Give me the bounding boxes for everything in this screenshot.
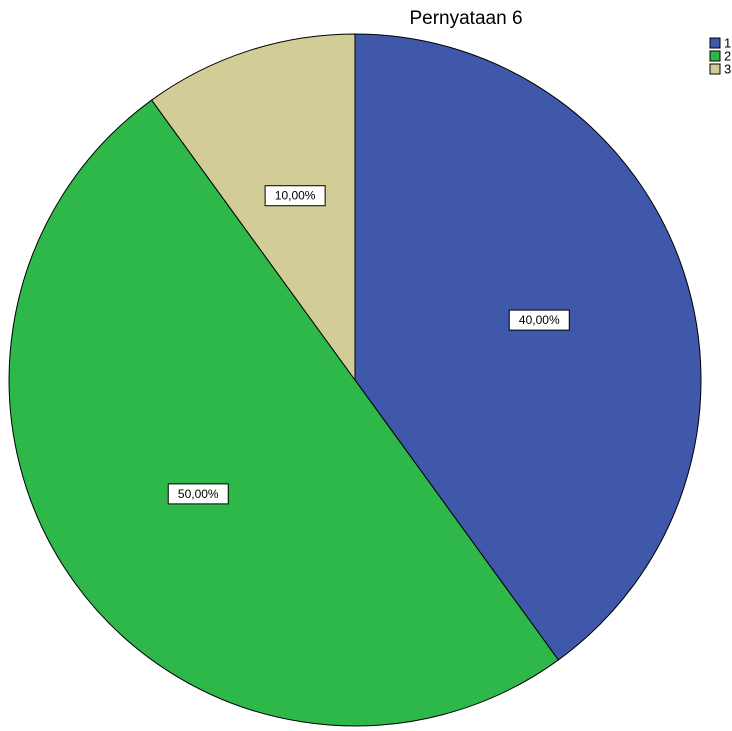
legend-swatch-3 <box>709 63 721 75</box>
legend: 123 <box>709 36 731 77</box>
data-label-box <box>167 483 229 505</box>
legend-label-1: 1 <box>724 36 731 51</box>
legend-swatch-2 <box>709 50 721 62</box>
data-label-text: 10,00% <box>275 189 316 203</box>
data-label-box <box>264 185 326 207</box>
pie-slice-2 <box>8 99 560 727</box>
legend-swatch-1 <box>709 37 721 49</box>
data-label-text: 40,00% <box>519 313 560 327</box>
data-label-3: 10,00% <box>264 185 326 207</box>
legend-label-2: 2 <box>724 49 731 64</box>
pie-slice-3 <box>150 33 356 382</box>
legend-label-3: 3 <box>724 62 731 77</box>
data-label-2: 50,00% <box>167 483 229 505</box>
pie-slices <box>8 33 702 727</box>
pie-slice-1 <box>354 33 702 661</box>
data-label-text: 50,00% <box>178 487 219 501</box>
chart-title: Pernyataan 6 <box>409 8 522 29</box>
data-labels: 40,00% 50,00% 10,00% <box>167 185 570 505</box>
data-label-box <box>508 309 570 331</box>
data-label-1: 40,00% <box>508 309 570 331</box>
